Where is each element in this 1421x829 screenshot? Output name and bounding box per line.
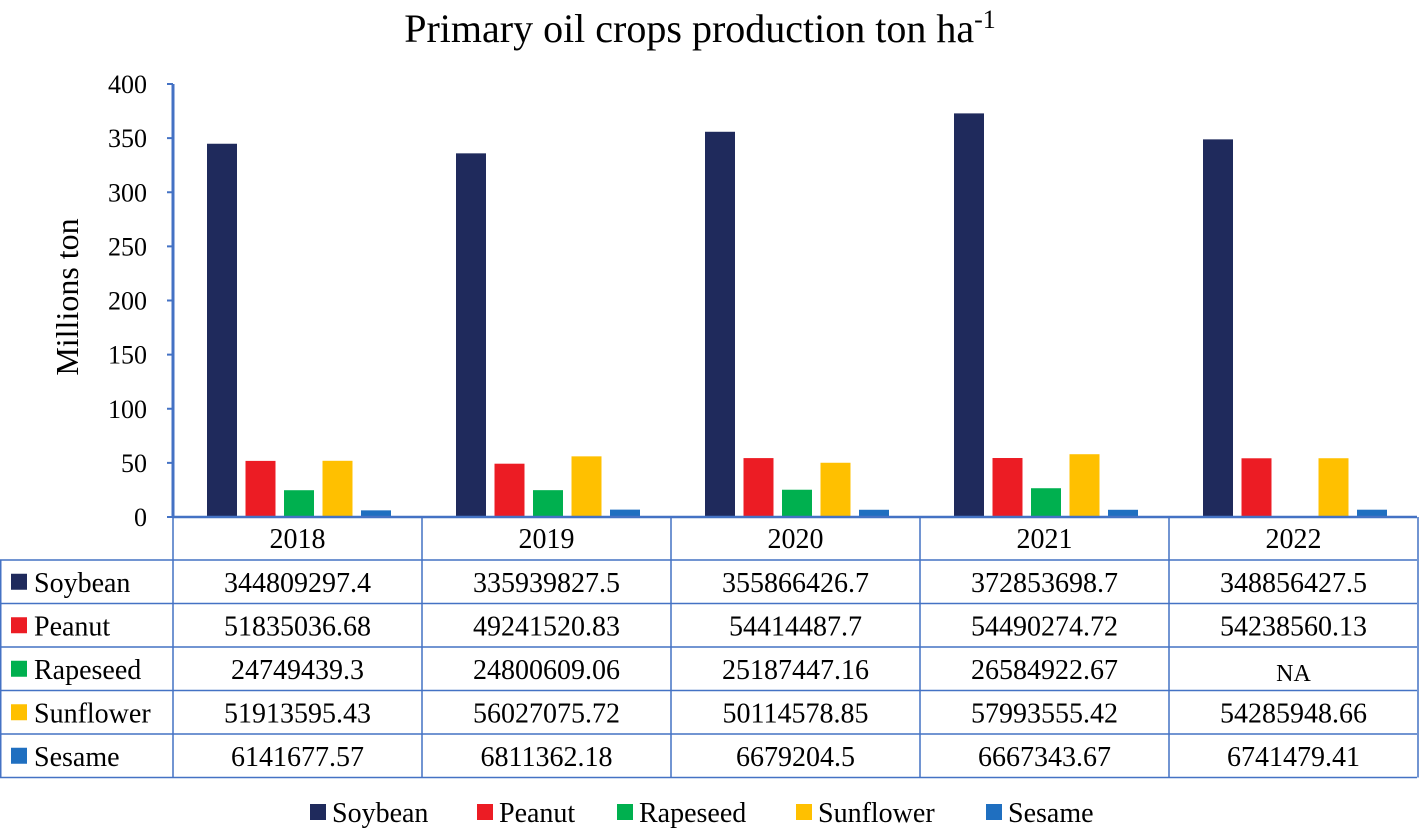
table-row-label: Rapeseed [34, 655, 141, 686]
chart-title: Primary oil crops production ton ha-1 [404, 5, 996, 51]
y-tick-label: 150 [108, 341, 147, 370]
bar-peanut [245, 460, 276, 517]
table-row-label: Sesame [34, 742, 120, 773]
table-legend-swatch [11, 660, 27, 677]
legend: Soybean Peanut Rapeseed Sunflower Sesame [310, 798, 1094, 829]
bar-sesame [361, 510, 391, 517]
table-row-label: Sunflower [34, 698, 151, 729]
y-tick-label: 200 [108, 287, 147, 316]
legend-label: Sunflower [818, 798, 935, 829]
bar-rapeseed [284, 490, 314, 517]
table-cell: 24800609.06 [473, 655, 620, 686]
bar-soybean [207, 143, 237, 517]
table-cell: NA [1276, 661, 1311, 687]
bar-soybean [705, 131, 735, 517]
x-category-label: 2022 [1266, 524, 1322, 555]
y-tick-label: 0 [134, 503, 147, 532]
y-tick-label: 50 [121, 449, 147, 478]
bar-peanut [1241, 458, 1272, 517]
table-cell: 24749439.3 [231, 655, 364, 686]
bar-soybean [456, 153, 486, 517]
bar-sunflower [571, 456, 602, 517]
x-category-label: 2021 [1017, 524, 1073, 555]
bar-sunflower [1318, 458, 1349, 517]
legend-label: Soybean [332, 798, 428, 829]
table-cell: 54238560.13 [1220, 611, 1367, 642]
chart-title-superscript: -1 [974, 5, 996, 34]
bar-sesame [1357, 509, 1387, 517]
legend-label: Rapeseed [639, 798, 746, 829]
bar-sesame [610, 509, 640, 517]
legend-label: Sesame [1008, 798, 1094, 829]
y-tick-label: 250 [108, 232, 147, 261]
bar-sesame [859, 509, 889, 517]
bar-sesame [1108, 509, 1138, 517]
bar-rapeseed [533, 490, 563, 517]
table-cell: 6667343.67 [978, 742, 1111, 773]
y-tick-label: 100 [108, 395, 147, 424]
bar-peanut [494, 463, 525, 517]
legend-swatch-sunflower [796, 804, 812, 820]
x-category-label: 2019 [519, 524, 575, 555]
table-cell: 49241520.83 [473, 611, 620, 642]
table-row-label: Soybean [34, 568, 130, 599]
legend-swatch-soybean [310, 804, 326, 820]
legend-swatch-peanut [477, 804, 493, 820]
table-cell: 6679204.5 [736, 742, 855, 773]
table-legend-swatch [11, 747, 27, 764]
table-cell: 348856427.5 [1220, 568, 1367, 599]
table-legend-swatch [11, 704, 27, 721]
table-legend-swatch [11, 617, 27, 634]
bar-rapeseed [1031, 488, 1061, 517]
bar-soybean [954, 113, 984, 518]
table-cell: 344809297.4 [224, 568, 371, 599]
legend-swatch-rapeseed [617, 804, 633, 820]
table-cell: 54414487.7 [729, 611, 862, 642]
y-tick-label: 400 [108, 70, 147, 99]
table-legend-swatch [11, 573, 27, 590]
table-cell: 50114578.85 [723, 698, 869, 729]
table-cell: 25187447.16 [722, 655, 869, 686]
table-cell: 51913595.43 [224, 698, 371, 729]
bar-sunflower [1069, 454, 1100, 517]
table-cell: 54490274.72 [971, 611, 1118, 642]
table-cell: 6811362.18 [481, 742, 613, 773]
y-axis-label: Millions ton [49, 218, 85, 375]
table-cell: 56027075.72 [473, 698, 620, 729]
bar-rapeseed [782, 489, 812, 517]
bar-soybean [1203, 139, 1233, 517]
x-category-label: 2018 [270, 524, 326, 555]
table-cell: 26584922.67 [971, 655, 1118, 686]
legend-label: Peanut [499, 798, 575, 829]
bar-peanut [743, 458, 774, 517]
table-cell: 6741479.41 [1227, 742, 1360, 773]
y-tick-label: 300 [108, 178, 147, 207]
table-cell: 57993555.42 [971, 698, 1118, 729]
table-cell: 335939827.5 [473, 568, 620, 599]
y-axis-ticks: 0 50 100 150 200 250 300 350 400 [108, 70, 175, 532]
bar-peanut [992, 458, 1023, 517]
table-row-label: Peanut [34, 611, 110, 642]
x-category-label: 2020 [768, 524, 824, 555]
table-cell: 51835036.68 [224, 611, 371, 642]
bar-sunflower [322, 460, 353, 517]
table-cell: 6141677.57 [231, 742, 364, 773]
table-cell: 372853698.7 [971, 568, 1118, 599]
legend-swatch-sesame [986, 804, 1002, 820]
bars [207, 113, 1387, 518]
y-tick-label: 350 [108, 124, 147, 153]
table-cell: 54285948.66 [1220, 698, 1367, 729]
data-table: 2018 2019 2020 2021 2022 Soybean 344809297.4 33… [0, 515, 1419, 779]
bar-sunflower [820, 462, 851, 517]
table-cell: 355866426.7 [722, 568, 869, 599]
